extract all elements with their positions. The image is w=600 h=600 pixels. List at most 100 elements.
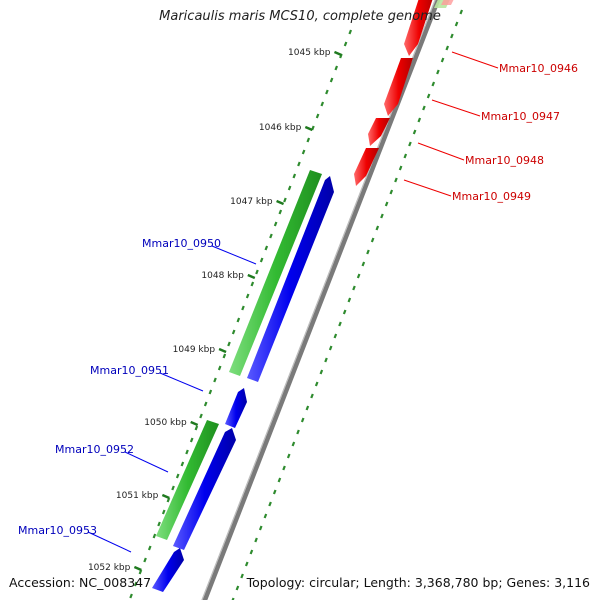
minor-tick xyxy=(440,57,445,63)
minor-tick xyxy=(273,221,278,227)
gene-feature-mmar10-0949[interactable] xyxy=(354,148,379,186)
minor-tick xyxy=(319,369,324,375)
minor-tick xyxy=(217,365,222,371)
minor-tick xyxy=(314,381,319,387)
minor-tick xyxy=(320,101,325,107)
minor-tick xyxy=(278,209,283,215)
minor-tick xyxy=(129,593,133,599)
tick-label: 1048 kbp xyxy=(201,271,244,281)
minor-tick xyxy=(231,597,235,600)
minor-tick xyxy=(333,333,338,339)
major-tick xyxy=(333,50,342,57)
leader-line xyxy=(87,531,132,553)
genome-summary-text: Topology: circular; Length: 3,368,780 bp… xyxy=(246,575,590,590)
tick-label: 1045 kbp xyxy=(288,48,331,58)
minor-tick xyxy=(297,161,301,167)
minor-tick xyxy=(291,441,296,447)
gene-label-mmar10-0951[interactable]: Mmar10_0951 xyxy=(90,364,169,377)
minor-tick xyxy=(231,329,236,335)
gene-label-mmar10-0948[interactable]: Mmar10_0948 xyxy=(465,154,544,167)
minor-tick xyxy=(292,173,297,179)
minor-tick xyxy=(263,513,268,519)
minor-tick xyxy=(431,81,436,87)
minor-tick xyxy=(422,105,426,111)
gene-label-mmar10-0953[interactable]: Mmar10_0953 xyxy=(18,524,97,537)
minor-tick xyxy=(241,305,245,311)
minor-tick xyxy=(325,89,329,95)
reverse-strand-genes xyxy=(354,0,454,186)
minor-tick xyxy=(269,233,273,239)
leader-line xyxy=(403,179,452,197)
minor-tick xyxy=(185,449,189,455)
minor-tick xyxy=(394,177,398,183)
major-ticks: 1045 kbp 1046 kbp 1047 kbp 1048 kbp 1049 kbp… xyxy=(88,48,342,573)
leader-line xyxy=(417,142,465,161)
gene-label-mmar10-0952[interactable]: Mmar10_0952 xyxy=(55,443,134,456)
gene-label-mmar10-0949[interactable]: Mmar10_0949 xyxy=(452,190,531,203)
minor-tick xyxy=(287,185,292,191)
gene-label-mmar10-0950[interactable]: Mmar10_0950 xyxy=(142,237,221,250)
minor-tick xyxy=(454,21,459,27)
minor-tick xyxy=(143,557,147,563)
minor-tick xyxy=(227,341,231,347)
minor-tick xyxy=(315,113,320,119)
minor-tick xyxy=(180,461,185,467)
minor-tick xyxy=(300,417,305,423)
minor-tick xyxy=(450,33,454,39)
gene-labels: Mmar10_0946 Mmar10_0947 Mmar10_0948 Mmar… xyxy=(18,51,578,553)
minor-tick xyxy=(235,585,240,591)
accession-text: Accession: NC_008347 xyxy=(9,575,152,590)
minor-tick xyxy=(175,473,180,479)
minor-tick xyxy=(244,561,249,567)
gene-feature-mmar10-0950[interactable] xyxy=(247,176,334,382)
tick-label: 1052 kbp xyxy=(88,563,131,573)
minor-tick xyxy=(445,45,450,51)
gene-label-mmar10-0946[interactable]: Mmar10_0946 xyxy=(499,62,578,75)
gene-feature-mmar10-0948[interactable] xyxy=(368,118,390,146)
major-tick xyxy=(218,347,227,354)
minor-tick xyxy=(334,65,339,71)
minor-tick xyxy=(389,189,394,195)
major-tick xyxy=(276,199,285,206)
major-tick xyxy=(304,125,313,132)
gene-feature-mmar10-0947[interactable] xyxy=(384,58,413,116)
gene-feature-mmar10-0951[interactable] xyxy=(225,388,247,428)
major-tick xyxy=(133,565,142,572)
minor-tick xyxy=(347,297,352,303)
gene-feature-mmar10-0953[interactable] xyxy=(152,548,184,592)
minor-tick xyxy=(199,413,203,419)
major-tick xyxy=(190,420,199,427)
gene-feature-mmar10-0950-bar[interactable] xyxy=(229,170,322,376)
minor-tick xyxy=(222,353,227,359)
leader-line xyxy=(159,372,204,392)
gene-feature-mmar10-0952[interactable] xyxy=(173,428,236,550)
minor-tick xyxy=(277,477,282,483)
tick-label: 1049 kbp xyxy=(173,345,216,355)
minor-tick xyxy=(152,533,157,539)
gene-feature-mmar10-0946[interactable] xyxy=(404,0,434,56)
minor-tick xyxy=(249,549,254,555)
minor-tick xyxy=(361,261,366,267)
minor-tick xyxy=(236,317,241,323)
leader-line xyxy=(124,451,169,473)
minor-tick xyxy=(296,429,300,435)
major-tick xyxy=(247,273,256,280)
minor-tick xyxy=(352,285,356,291)
minor-tick xyxy=(426,93,431,99)
minor-tick xyxy=(366,249,370,255)
minor-tick-tracks xyxy=(129,9,464,600)
minor-tick xyxy=(370,237,375,243)
minor-tick xyxy=(343,41,348,47)
minor-tick xyxy=(412,129,417,135)
gene-label-mmar10-0947[interactable]: Mmar10_0947 xyxy=(481,110,560,123)
gene-feature-partial xyxy=(441,0,454,5)
minor-tick xyxy=(417,117,422,123)
minor-tick xyxy=(171,485,175,491)
gene-feature-mmar10-0952-bar[interactable] xyxy=(156,420,219,540)
tick-label: 1047 kbp xyxy=(230,197,273,207)
leader-line xyxy=(431,99,481,117)
minor-tick xyxy=(436,69,440,75)
minor-tick xyxy=(283,197,287,203)
minor-tick xyxy=(328,345,333,351)
